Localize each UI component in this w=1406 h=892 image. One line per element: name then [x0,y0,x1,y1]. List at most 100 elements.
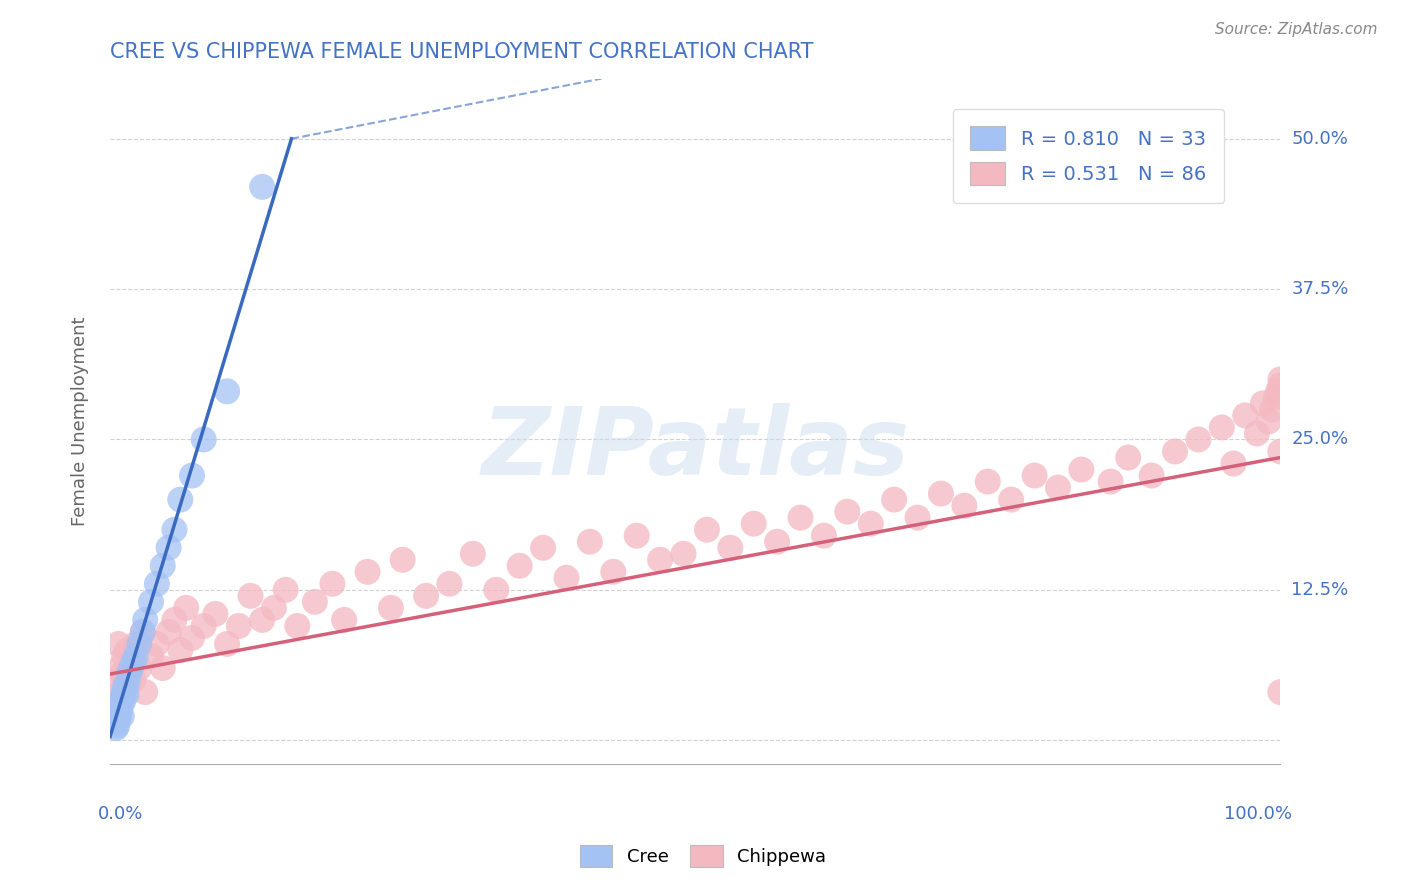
Text: 12.5%: 12.5% [1292,581,1348,599]
Point [111,691,134,706]
Point [1116,450,1139,465]
Point [134,685,156,699]
Text: CREE VS CHIPPEWA FEMALE UNEMPLOYMENT CORRELATION CHART: CREE VS CHIPPEWA FEMALE UNEMPLOYMENT COR… [110,42,814,62]
Point [110,685,132,699]
Point [122,673,145,687]
Point [274,582,297,597]
Point [217,384,239,399]
Text: 50.0%: 50.0% [1292,129,1348,148]
Point [263,600,285,615]
Point [1257,414,1279,428]
Point [718,541,741,555]
Point [977,475,1000,489]
Point [1246,426,1268,441]
Point [461,547,484,561]
Point [696,523,718,537]
Point [169,492,191,507]
Point [128,637,150,651]
Point [415,589,437,603]
Point [134,613,156,627]
Point [953,499,976,513]
Point [1164,444,1187,458]
Point [555,571,578,585]
Point [152,558,174,573]
Point [509,558,531,573]
Point [105,673,128,687]
Point [108,661,131,675]
Point [112,648,135,663]
Point [120,655,142,669]
Point [228,619,250,633]
Point [163,523,186,537]
Point [157,541,180,555]
Point [204,607,226,621]
Point [1046,481,1069,495]
Legend: Cree, Chippewa: Cree, Chippewa [572,838,834,874]
Point [1270,378,1292,392]
Point [163,613,186,627]
Point [111,667,134,681]
Point [110,699,132,714]
Point [1024,468,1046,483]
Point [1251,396,1274,410]
Text: 100.0%: 100.0% [1225,805,1292,823]
Point [672,547,695,561]
Text: Source: ZipAtlas.com: Source: ZipAtlas.com [1215,22,1378,37]
Point [169,643,191,657]
Point [117,643,139,657]
Text: 25.0%: 25.0% [1292,431,1348,449]
Point [333,613,356,627]
Point [117,675,139,690]
Point [128,661,150,675]
Point [626,529,648,543]
Point [125,637,148,651]
Point [107,712,129,726]
Point [193,619,215,633]
Point [837,505,859,519]
Point [104,721,127,735]
Point [181,468,204,483]
Point [579,534,602,549]
Point [250,179,273,194]
Point [907,510,929,524]
Point [174,600,197,615]
Point [1211,420,1233,434]
Point [104,715,127,730]
Point [439,577,461,591]
Text: 37.5%: 37.5% [1292,280,1348,298]
Point [105,719,128,733]
Point [114,679,136,693]
Point [239,589,262,603]
Point [742,516,765,531]
Point [118,667,141,681]
Point [193,433,215,447]
Point [120,661,142,675]
Point [380,600,402,615]
Point [139,648,162,663]
Point [152,661,174,675]
Point [118,667,141,681]
Point [602,565,624,579]
Point [285,619,308,633]
Point [1140,468,1163,483]
Point [648,553,671,567]
Point [107,637,129,651]
Point [766,534,789,549]
Text: 0.0%: 0.0% [98,805,143,823]
Point [1270,685,1292,699]
Point [929,486,952,500]
Point [217,637,239,651]
Point [250,613,273,627]
Point [1270,372,1292,386]
Point [1099,475,1122,489]
Point [304,595,326,609]
Point [112,685,135,699]
Point [485,582,508,597]
Point [531,541,554,555]
Point [132,624,155,639]
Point [1264,390,1286,404]
Point [114,679,136,693]
Point [1222,457,1244,471]
Point [1070,462,1092,476]
Point [108,697,131,711]
